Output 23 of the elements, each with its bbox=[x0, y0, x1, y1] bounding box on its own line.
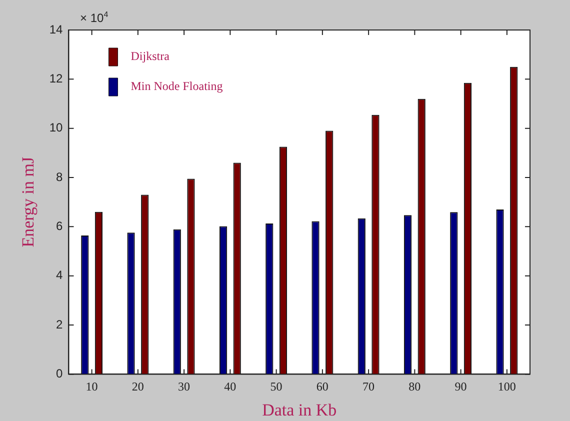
legend-label: Dijkstra bbox=[130, 49, 170, 64]
y-tick-label: 6 bbox=[56, 219, 64, 233]
x-tick-label: 90 bbox=[454, 380, 467, 394]
y-tick-label: 0 bbox=[56, 366, 64, 381]
y-tick-label: 8 bbox=[56, 170, 64, 184]
x-tick-label: 80 bbox=[408, 380, 421, 394]
x-tick-label: 20 bbox=[132, 380, 144, 394]
x-tick-label: 100 bbox=[498, 380, 516, 394]
y-tick-label: 2 bbox=[56, 317, 64, 332]
y-axis-title: Energy in mJ bbox=[18, 156, 38, 248]
x-tick-label: 40 bbox=[224, 380, 236, 394]
y-tick-label: 12 bbox=[49, 71, 64, 86]
x-tick-label: 50 bbox=[270, 380, 282, 394]
legend-label: Min Node Floating bbox=[130, 79, 223, 94]
x-tick-label: 60 bbox=[316, 380, 328, 394]
y-tick-label: 4 bbox=[56, 268, 64, 282]
x-axis-title: Data in Kb bbox=[262, 400, 337, 420]
text: × 10$^{4}$ bbox=[80, 10, 108, 25]
y-tick-label: 10 bbox=[49, 120, 64, 135]
x-tick-label: 10 bbox=[86, 380, 98, 394]
x-tick-label: 70 bbox=[362, 380, 375, 394]
y-tick-label: 14 bbox=[49, 22, 64, 36]
x-tick-label: 30 bbox=[178, 380, 190, 394]
